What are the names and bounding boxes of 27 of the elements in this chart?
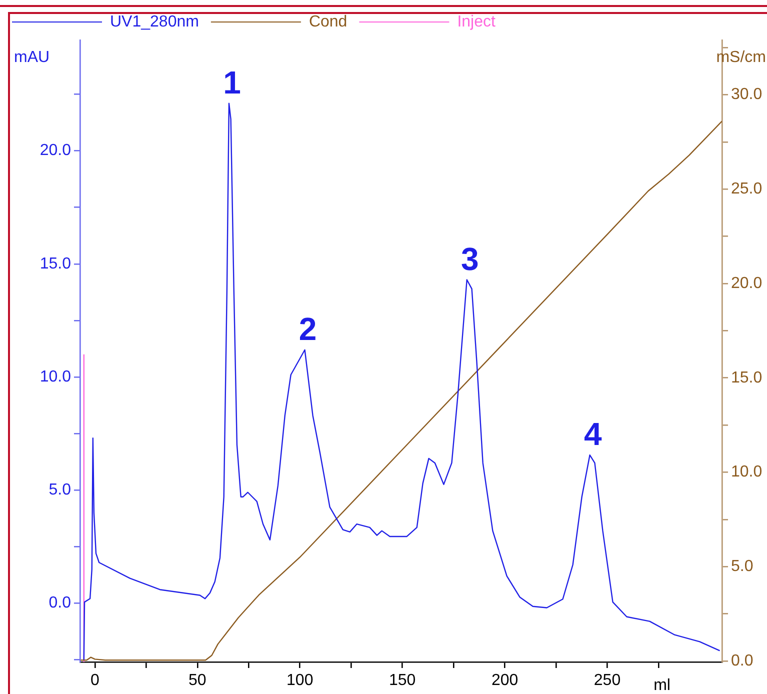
x-tick-label: 250	[594, 672, 621, 690]
y2-tick-label: 10.0	[731, 464, 762, 481]
y-tick-label: 20.0	[40, 142, 72, 160]
y2-tick-label: 25.0	[731, 180, 762, 198]
y2-tick-label: 5.0	[731, 558, 754, 576]
annotation: 2	[298, 310, 317, 347]
y-tick-label: 5.0	[48, 482, 72, 499]
annotation: 4	[584, 416, 602, 452]
y2-tick-label: 0.0	[731, 652, 754, 670]
x-tick-label: 150	[388, 672, 416, 690]
x-tick-label: 0	[90, 672, 100, 690]
x-tick-label: 100	[286, 672, 314, 690]
x-tick-label: 200	[491, 672, 518, 690]
annotation: 1	[223, 64, 241, 100]
text: UV1_280nm	[110, 13, 199, 30]
y-tick-label: 0.0	[48, 594, 72, 612]
y2-tick-label: 15.0	[731, 369, 762, 386]
text: Cond	[308, 13, 348, 30]
y2-tick-label: 20.0	[731, 274, 762, 292]
x-tick-label: 50	[188, 672, 206, 690]
annotation: 3	[460, 240, 479, 277]
y-tick-label: 15.0	[40, 255, 72, 272]
y2-tick-label: 30.0	[731, 86, 762, 104]
y-tick-label: 10.0	[40, 368, 72, 386]
text: Inject	[457, 13, 496, 30]
x-axis-title: ml	[654, 677, 670, 694]
y-axis-title: mAU	[14, 49, 50, 66]
